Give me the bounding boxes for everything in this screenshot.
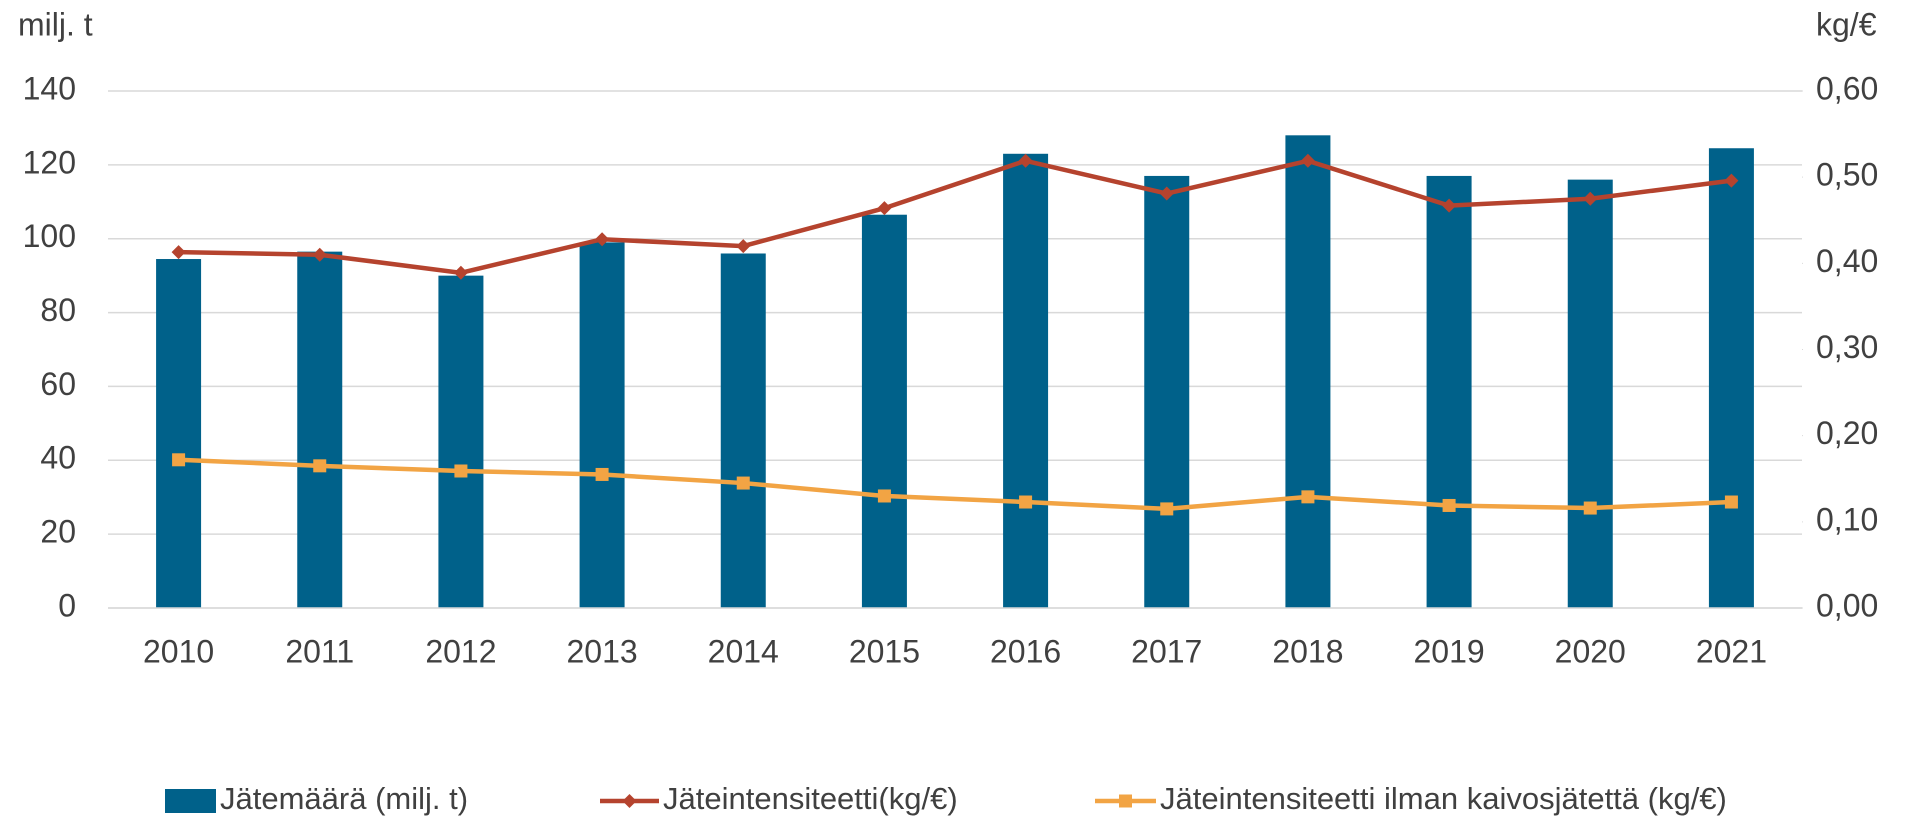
legend-label: Jätemäärä (milj. t) [220,781,468,816]
y-tick-label: 60 [40,366,76,402]
legend-marker [622,794,637,808]
marker [877,201,892,216]
legend-label: Jäteintensiteetti(kg/€) [663,781,958,816]
marker [1018,153,1033,168]
x-tick-label: 2017 [1131,633,1202,669]
x-tick-label: 2013 [566,633,637,669]
marker [1583,501,1597,515]
bar [861,214,907,609]
marker [1159,186,1174,201]
marker [453,265,468,280]
marker [1160,502,1174,516]
bar [1144,175,1190,608]
x-tick-label: 2019 [1413,633,1484,669]
marker [1442,498,1456,512]
line [178,457,1732,512]
y2-tick-label: 0,00 [1816,587,1878,623]
bar [579,242,625,608]
y2-tick-label: 0,20 [1816,415,1878,451]
y2-tick-label: 0,50 [1816,157,1878,193]
marker [1724,173,1739,188]
marker [595,232,610,247]
x-tick-label: 2018 [1272,633,1343,669]
marker [312,247,327,262]
legend: Jätemäärä (milj. t) Jäteintensiteetti(kg/… [165,781,1727,816]
legend-marker [1119,794,1132,808]
y-tick-label: 40 [40,440,76,476]
marker [172,453,186,467]
marker [1442,198,1457,213]
x-tick-label: 2021 [1696,633,1767,669]
marker [313,459,327,473]
y-tick-label: 120 [23,144,76,180]
bar [1567,179,1613,608]
y2-tick-label: 0,30 [1816,329,1878,365]
y2-axis-label: kg/€ [1816,6,1877,42]
x-tick-label: 2020 [1555,633,1626,669]
marker [1019,495,1033,509]
bar [1285,135,1331,609]
y-axis-label: milj. t [18,6,93,42]
marker [877,489,891,503]
bar [297,251,343,608]
y-tick-label: 80 [40,292,76,328]
line [178,158,1732,276]
legend-swatch [165,789,216,813]
y-tick-label: 0 [58,587,76,623]
bar [1003,153,1049,608]
marker [736,476,750,490]
y-tick-label: 20 [40,514,76,550]
marker [454,464,468,478]
y2-tick-label: 0,40 [1816,243,1878,279]
marker [1301,490,1315,504]
y2-tick-label: 0,10 [1816,501,1878,537]
x-tick-label: 2010 [143,633,214,669]
y-tick-label: 140 [23,70,76,106]
x-tick-label: 2016 [990,633,1061,669]
marker [171,245,186,260]
bar [1426,175,1472,608]
legend-label: Jäteintensiteetti ilman kaivosjätettä (k… [1160,781,1727,816]
marker [736,239,751,254]
x-tick-label: 2011 [285,633,354,669]
bar [1708,148,1754,608]
x-tick-label: 2012 [425,633,496,669]
bar [720,253,766,608]
marker [1583,191,1598,206]
x-tick-label: 2015 [849,633,920,669]
y-tick-label: 100 [23,218,76,254]
marker [1300,153,1315,168]
x-tick-label: 2014 [708,633,779,669]
marker [595,467,609,481]
marker [1724,495,1738,509]
bar [156,259,202,608]
y2-tick-label: 0,60 [1816,70,1878,106]
bar [438,275,484,608]
